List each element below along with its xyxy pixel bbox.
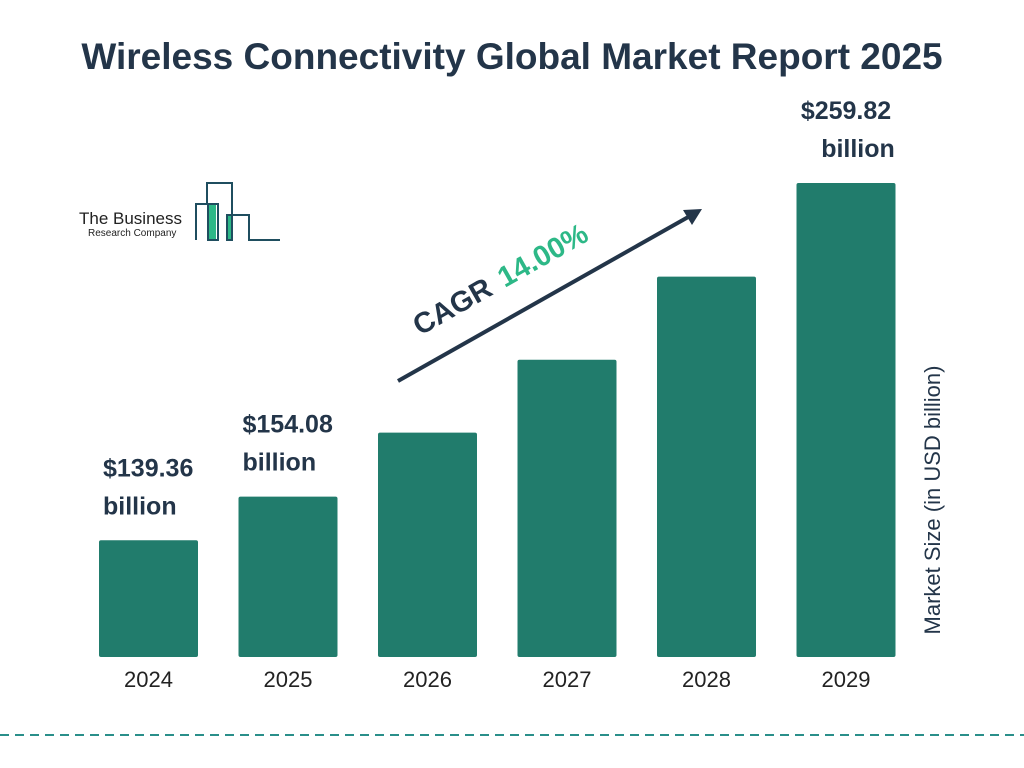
data-label-value: $154.08 — [243, 411, 333, 439]
data-label-unit: billion — [821, 135, 895, 163]
logo-line2: Research Company — [88, 228, 176, 239]
logo-outline-icon — [195, 182, 280, 241]
x-tick-label: 2027 — [543, 667, 592, 692]
y-axis-label: Market Size (in USD billion) — [920, 366, 945, 635]
logo-line1: The Business — [79, 209, 182, 228]
x-tick-label: 2029 — [822, 667, 871, 692]
data-label-unit: billion — [243, 449, 317, 477]
x-tick-label: 2028 — [682, 667, 731, 692]
cagr-arrow — [397, 214, 691, 383]
arrow-head-icon — [683, 209, 702, 225]
logo: The Business Research Company — [79, 182, 280, 241]
chart-title: Wireless Connectivity Global Market Repo… — [81, 36, 943, 77]
bar-2025 — [238, 496, 338, 657]
cagr-value: 14.00% — [492, 218, 594, 294]
data-label-value: $259.82 — [801, 97, 891, 125]
bar-2029 — [796, 183, 896, 657]
x-tick-label: 2024 — [124, 667, 173, 692]
bar-2026 — [378, 432, 477, 657]
bar-2028 — [657, 276, 756, 657]
data-label-unit: billion — [103, 492, 177, 520]
x-tick-label: 2025 — [264, 667, 313, 692]
cagr-annotation: CAGR14.00% — [397, 209, 702, 383]
x-tick-label: 2026 — [403, 667, 452, 692]
logo-bar-icon — [227, 215, 232, 240]
bar-2027 — [517, 359, 617, 657]
data-label-value: $139.36 — [103, 454, 193, 482]
logo-bar-icon — [208, 204, 216, 240]
bar-2024 — [99, 540, 198, 657]
